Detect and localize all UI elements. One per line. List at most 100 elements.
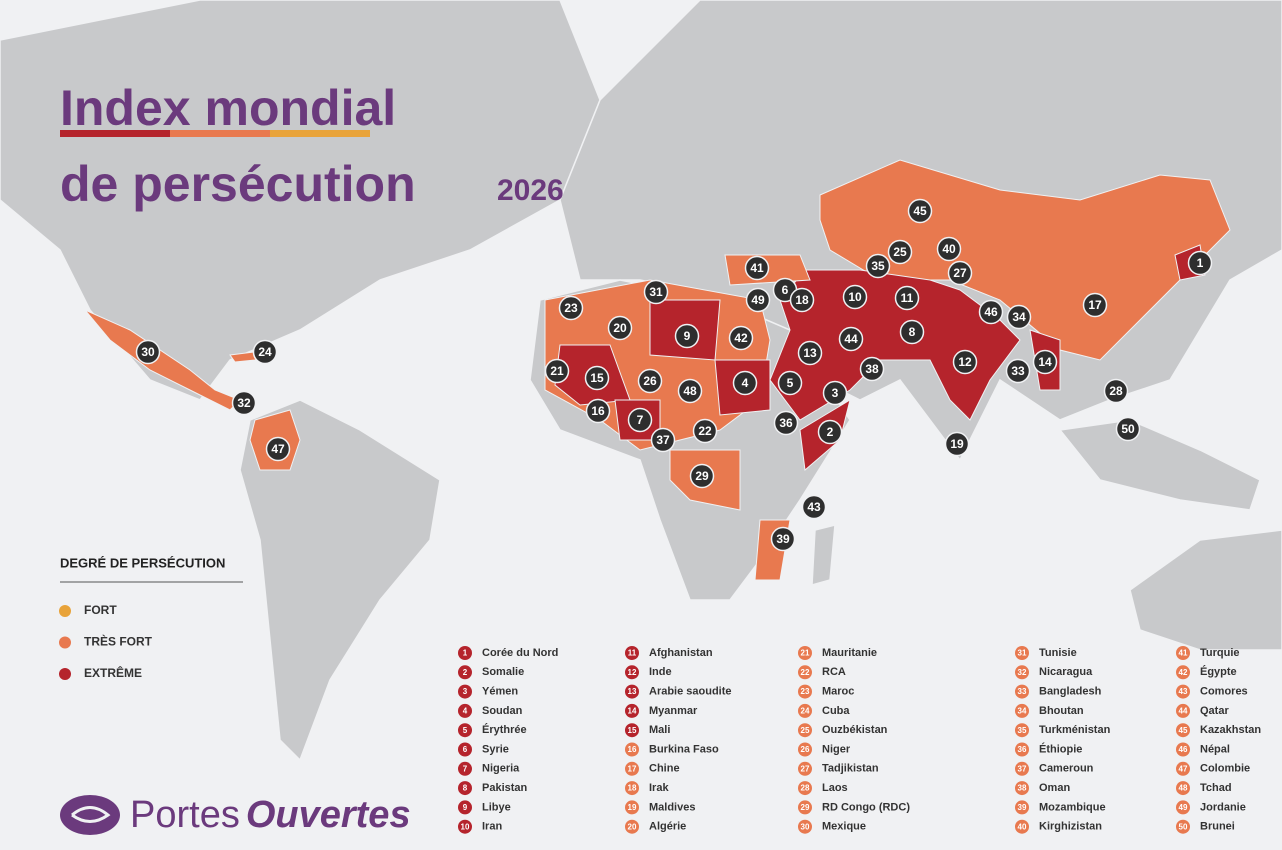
list-number: 8 xyxy=(463,784,468,793)
list-name: Mexique xyxy=(822,821,866,833)
marker-circle xyxy=(558,295,584,321)
list-number: 47 xyxy=(1179,764,1188,773)
list-name: Iran xyxy=(482,821,502,833)
marker-number: 9 xyxy=(684,329,691,343)
marker-number: 46 xyxy=(984,305,998,319)
list-number: 31 xyxy=(1018,649,1027,658)
list-name: Qatar xyxy=(1200,705,1229,717)
list-name: Égypte xyxy=(1200,665,1237,678)
legend-label: FORT xyxy=(84,603,117,617)
marker-number: 33 xyxy=(1011,364,1025,378)
list-number: 48 xyxy=(1179,784,1188,793)
marker-number: 3 xyxy=(832,386,839,400)
list-badge xyxy=(458,742,472,757)
map-marker: 46 xyxy=(978,299,1004,325)
marker-circle xyxy=(677,378,703,404)
marker-number: 30 xyxy=(141,345,155,359)
list-badge xyxy=(458,761,472,776)
list-name: RCA xyxy=(822,666,846,678)
list-name: Turquie xyxy=(1200,647,1240,659)
marker-circle xyxy=(265,436,291,462)
list-badge xyxy=(1015,742,1029,757)
list-number: 29 xyxy=(801,803,810,812)
title-bar xyxy=(270,130,370,137)
map-marker: 47 xyxy=(265,436,291,462)
list-name: Maroc xyxy=(822,686,854,698)
marker-number: 1 xyxy=(1197,256,1204,270)
list-number: 40 xyxy=(1018,822,1027,831)
list-badge xyxy=(458,703,472,718)
list-badge xyxy=(458,684,472,699)
list-badge xyxy=(798,761,812,776)
map-marker: 24 xyxy=(252,339,278,365)
marker-circle xyxy=(842,284,868,310)
list-badge xyxy=(1015,781,1029,796)
list-name: Bangladesh xyxy=(1039,686,1102,698)
marker-circle xyxy=(777,370,803,396)
list-badge xyxy=(1176,703,1190,718)
map-marker: 45 xyxy=(907,198,933,224)
list-number: 43 xyxy=(1179,687,1188,696)
marker-circle xyxy=(585,398,611,424)
list-number: 35 xyxy=(1018,726,1027,735)
brand: Portes Ouvertes xyxy=(60,794,411,836)
marker-number: 42 xyxy=(734,331,748,345)
north-america xyxy=(0,0,601,401)
marker-number: 15 xyxy=(590,371,604,385)
list-name: Mozambique xyxy=(1039,801,1106,813)
marker-circle xyxy=(859,356,885,382)
list-number: 41 xyxy=(1179,649,1188,658)
map-marker: 36 xyxy=(773,410,799,436)
marker-number: 45 xyxy=(913,204,927,218)
marker-circle xyxy=(1115,416,1141,442)
list-badge xyxy=(458,781,472,796)
south-america xyxy=(239,399,441,762)
map-marker: 33 xyxy=(1005,358,1031,384)
marker-circle xyxy=(745,287,771,313)
marker-number: 39 xyxy=(776,532,790,546)
map-marker: 41 xyxy=(744,255,770,281)
marker-circle xyxy=(1103,378,1129,404)
marker-circle xyxy=(689,463,715,489)
marker-number: 20 xyxy=(613,321,627,335)
marker-number: 29 xyxy=(695,469,709,483)
list-name: Bhoutan xyxy=(1039,705,1084,717)
marker-number: 8 xyxy=(909,325,916,339)
legend-swatch xyxy=(59,668,71,680)
title-block: Index mondial de persécution 2026 xyxy=(60,80,564,212)
list-number: 19 xyxy=(628,803,637,812)
map-marker: 2 xyxy=(817,419,843,445)
marker-circle xyxy=(637,368,663,394)
list-badge xyxy=(625,703,639,718)
list-number: 38 xyxy=(1018,784,1027,793)
list-number: 42 xyxy=(1179,668,1188,677)
southeast-asia-islands xyxy=(1058,419,1261,511)
list-badge xyxy=(1176,665,1190,680)
list-number: 7 xyxy=(463,764,468,773)
marker-number: 4 xyxy=(742,376,749,390)
list-number: 11 xyxy=(628,649,637,658)
legend-label: EXTRÊME xyxy=(84,665,142,680)
list-name: Mali xyxy=(649,724,670,736)
list-number: 4 xyxy=(463,707,468,716)
list-name: Afghanistan xyxy=(649,647,713,659)
marker-circle xyxy=(728,325,754,351)
list-name: Maldives xyxy=(649,801,695,813)
marker-number: 13 xyxy=(803,346,817,360)
marker-number: 19 xyxy=(950,437,964,451)
list-number: 50 xyxy=(1179,822,1188,831)
list-number: 24 xyxy=(801,707,810,716)
legend-swatch xyxy=(59,605,71,617)
marker-number: 26 xyxy=(643,374,657,388)
map-marker: 39 xyxy=(770,526,796,552)
list-badge xyxy=(1015,703,1029,718)
title-bar xyxy=(170,130,270,137)
list-number: 6 xyxy=(463,745,468,754)
marker-number: 35 xyxy=(871,259,885,273)
list-badge xyxy=(798,819,812,834)
list-name: Burkina Faso xyxy=(649,743,719,755)
list-number: 12 xyxy=(628,668,637,677)
list-name: Tunisie xyxy=(1039,647,1077,659)
list-badge xyxy=(1176,761,1190,776)
marker-circle xyxy=(692,418,718,444)
